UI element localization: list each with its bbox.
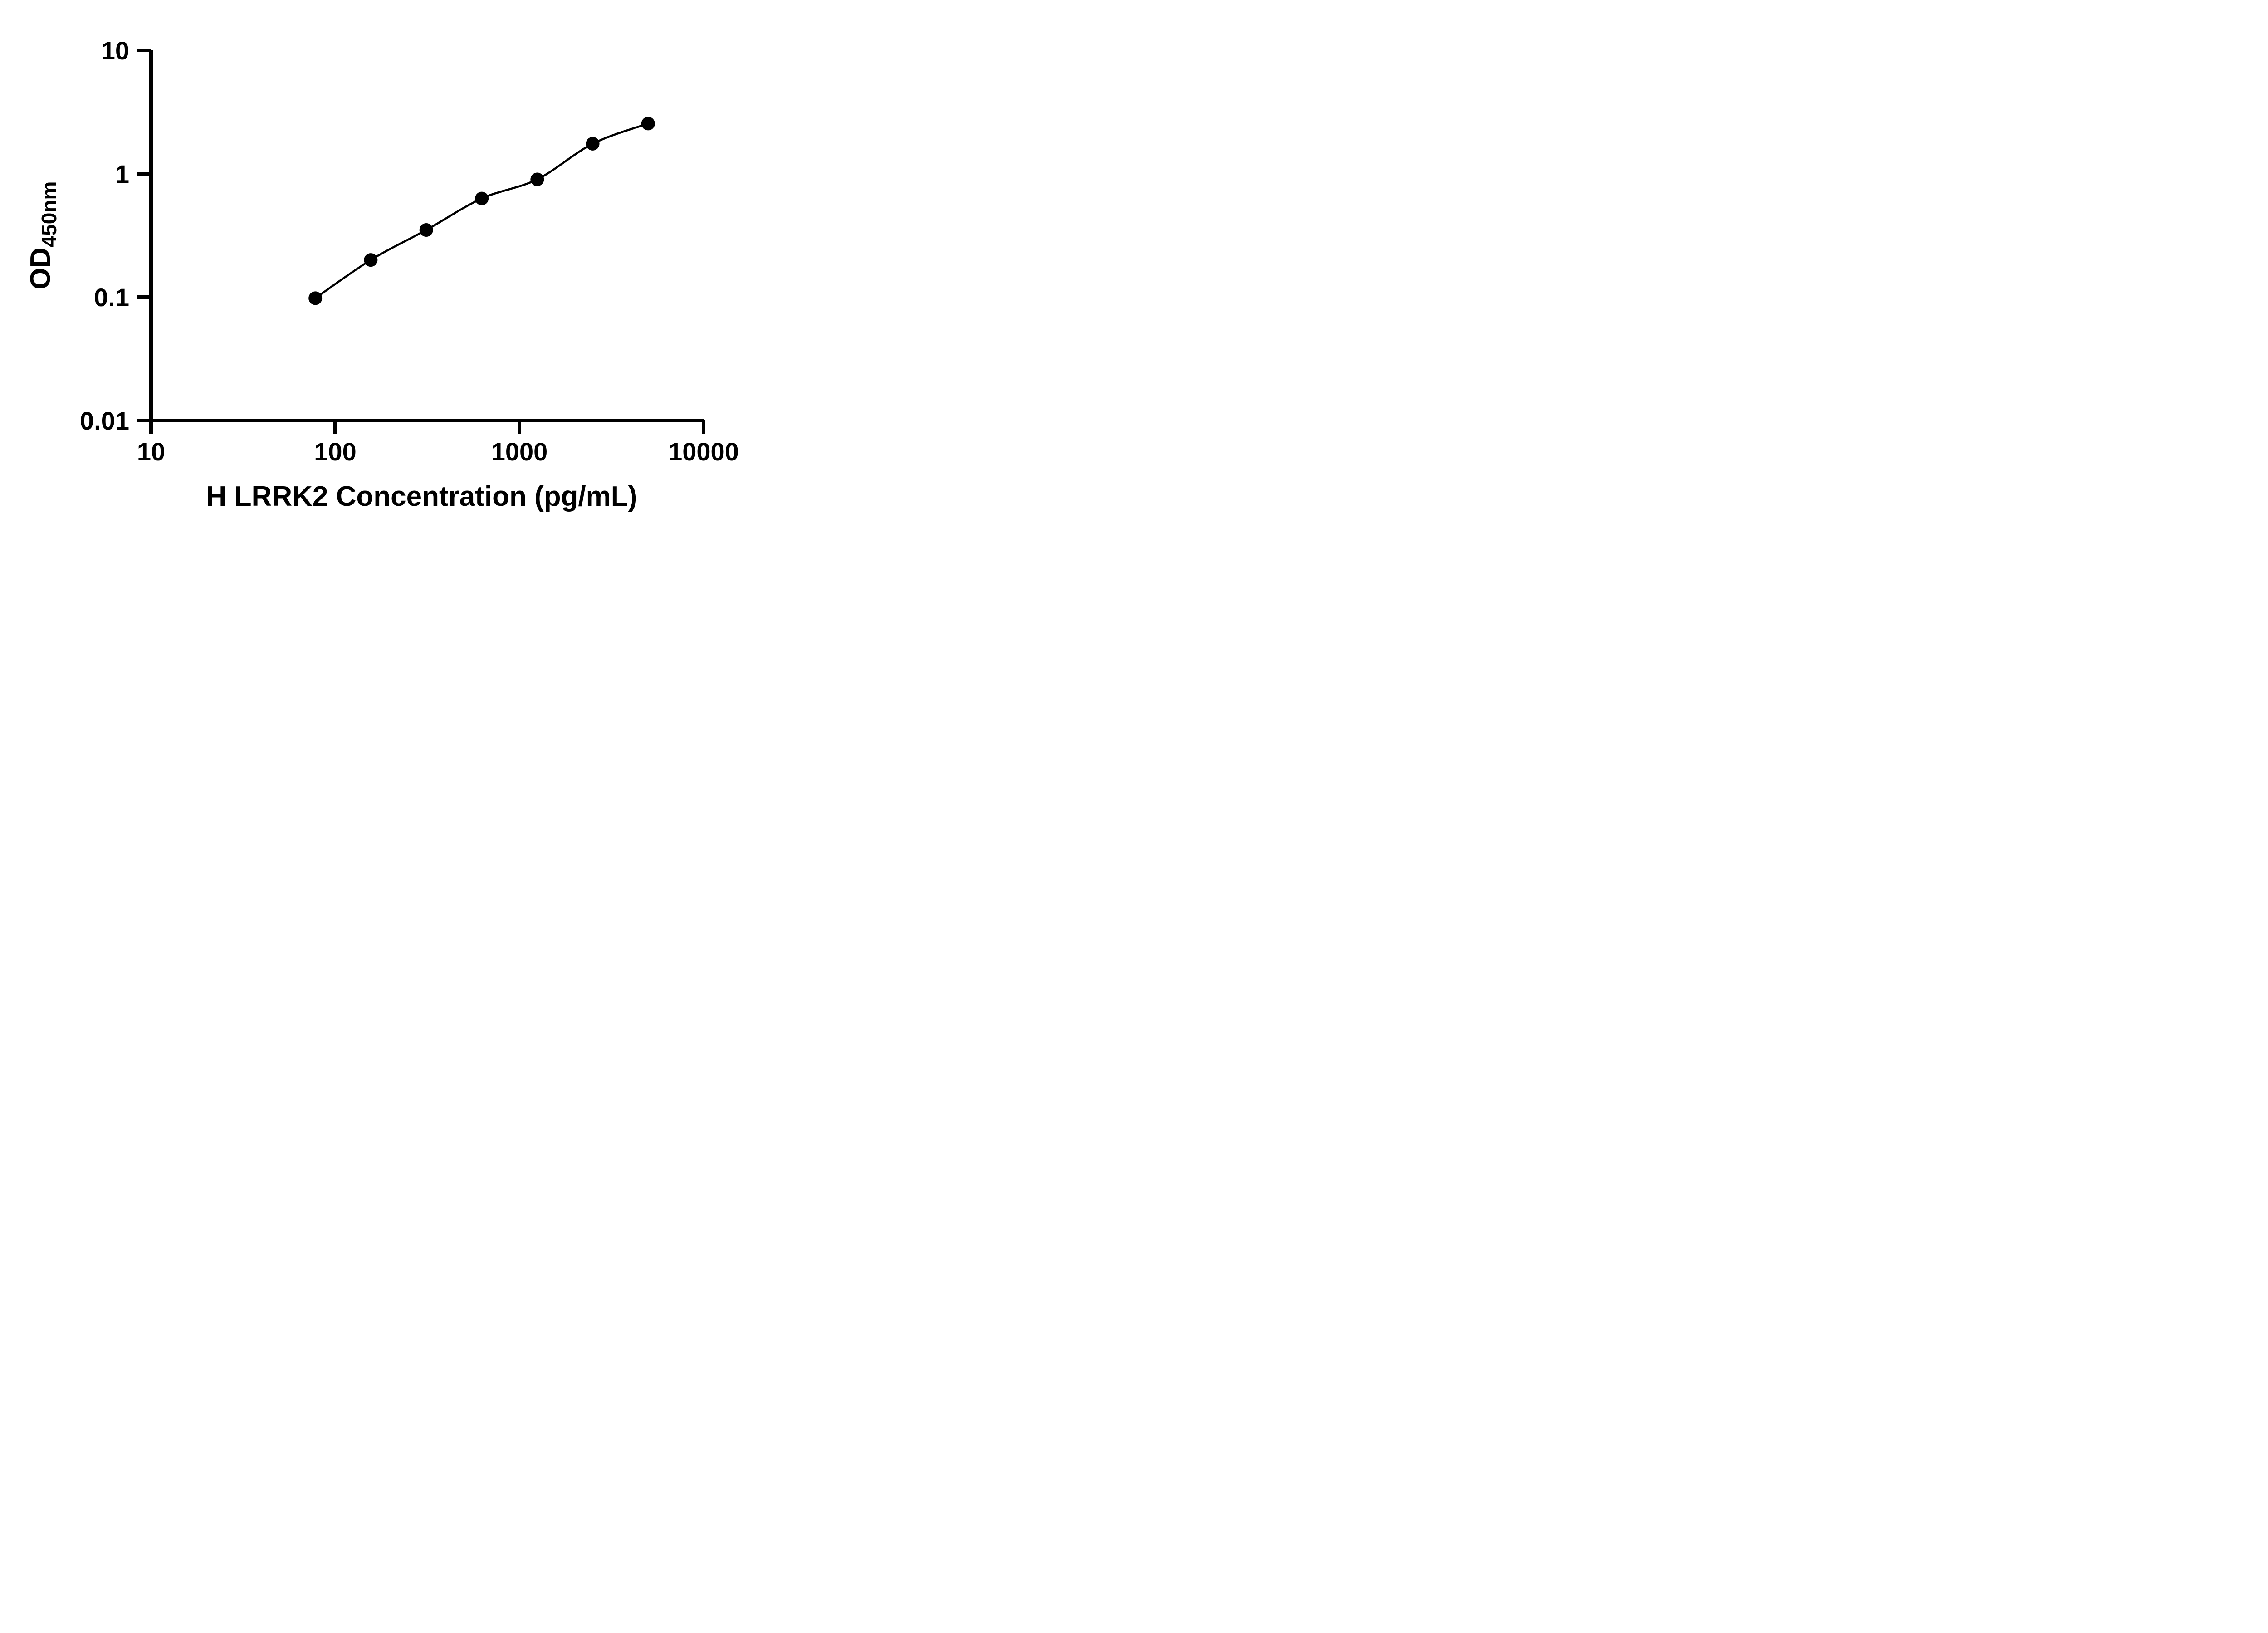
- x-tick-label: 10000: [668, 437, 739, 466]
- data-point: [364, 253, 378, 267]
- data-point: [530, 172, 544, 186]
- y-axis-title: OD450nm: [25, 181, 61, 290]
- x-tick-label: 10: [137, 437, 165, 466]
- data-point: [419, 223, 433, 237]
- y-tick-label: 10: [101, 36, 129, 65]
- y-tick-label: 0.01: [80, 406, 129, 435]
- data-point: [475, 191, 489, 205]
- elisa-standard-curve-chart: 10 1 0.1 0.01 10 100 1000 10000 H LRRK2 Concentr…: [0, 0, 777, 544]
- data-point: [641, 117, 655, 131]
- data-point: [308, 291, 323, 305]
- y-tick-label: 0.1: [94, 283, 129, 312]
- x-axis-title: H LRRK2 Concentration (pg/mL): [206, 481, 638, 512]
- fit-curve: [314, 122, 649, 299]
- data-point: [586, 137, 600, 151]
- x-tick-label: 100: [314, 437, 356, 466]
- x-tick-label: 1000: [491, 437, 548, 466]
- y-tick-label: 1: [115, 160, 129, 188]
- chart-canvas: 10 1 0.1 0.01 10 100 1000 10000 H LRRK2 Concentr…: [25, 36, 739, 512]
